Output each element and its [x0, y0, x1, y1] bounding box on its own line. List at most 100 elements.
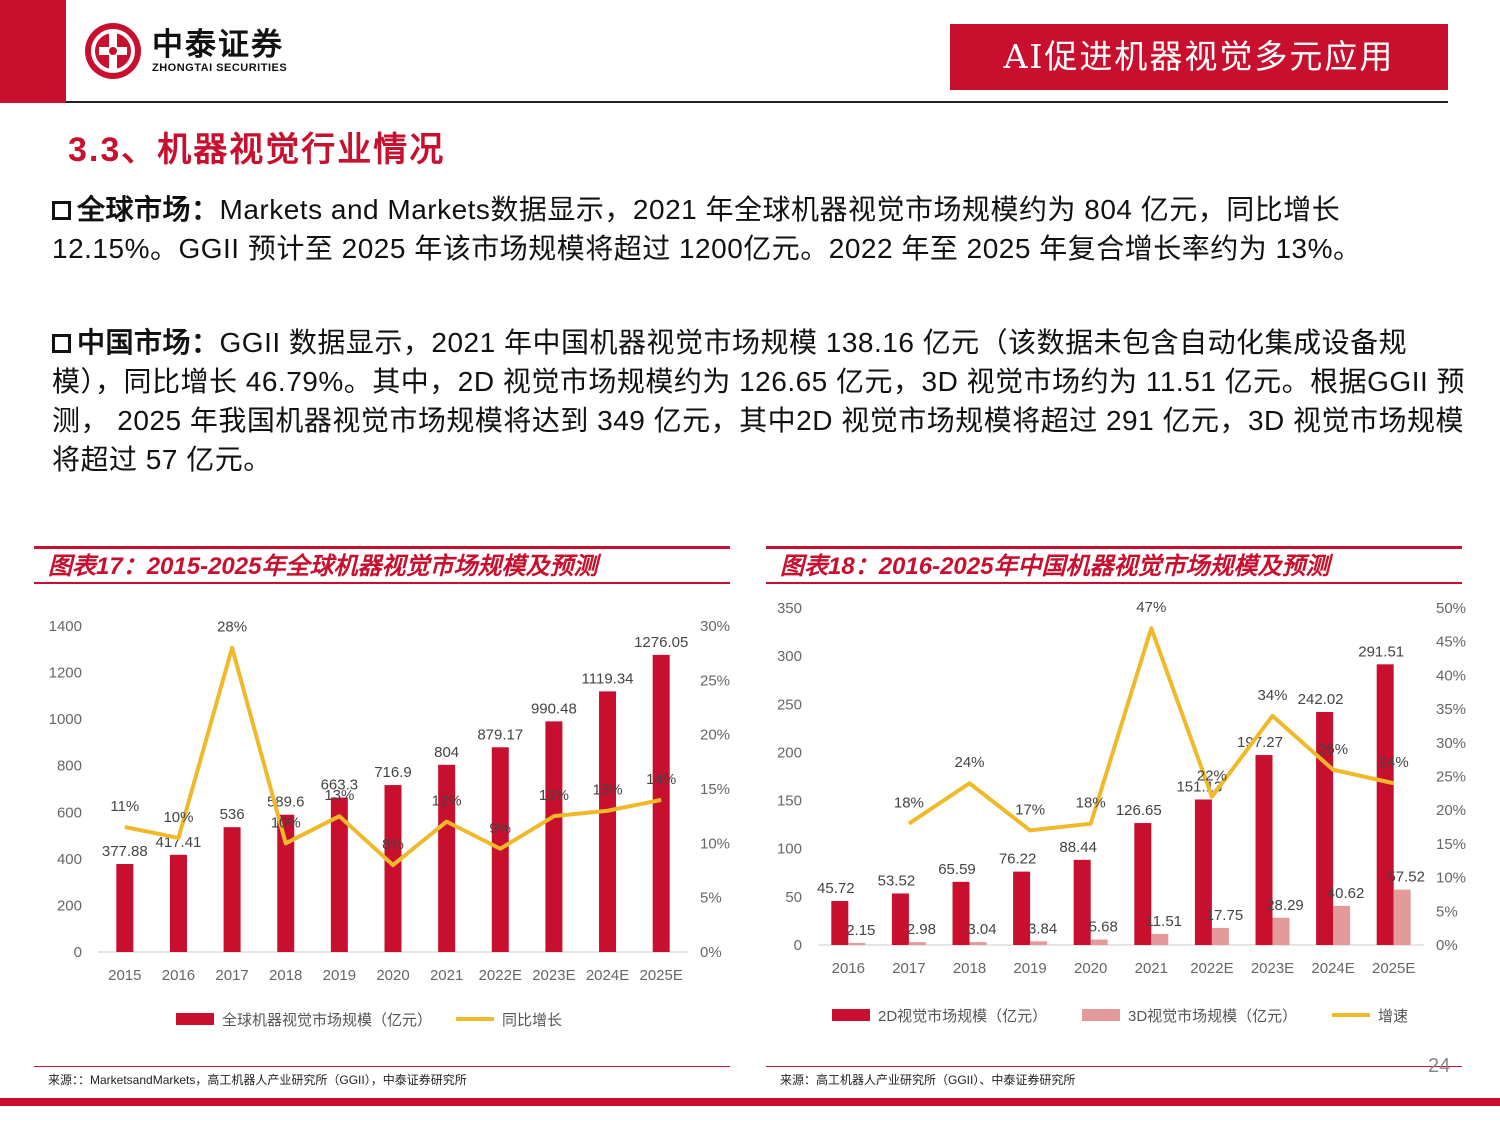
- y-right-tick-label: 45%: [1436, 634, 1466, 651]
- y-right-tick-label: 0%: [1436, 937, 1458, 954]
- bar-data-label: 663.3: [321, 777, 359, 794]
- bar: [277, 814, 295, 952]
- bar-data-label: 536: [220, 806, 245, 823]
- bar-data-label: 291.51: [1358, 643, 1404, 660]
- bar: [1393, 889, 1411, 945]
- bar-data-label: 1276.05: [634, 634, 688, 651]
- y-right-tick-label: 25%: [700, 672, 730, 689]
- source-divider: [34, 1066, 730, 1067]
- global-market-chart: 0 200 400 600 800 1000 1200 1400 0% 5% 10% 15% 20% 25…: [49, 618, 730, 1029]
- paragraph-china-market: 中国市场：GGII 数据显示，2021 年中国机器视觉市场规模 138.16 亿…: [52, 323, 1472, 479]
- x-tick-label: 2015: [108, 967, 141, 984]
- bar: [1013, 871, 1031, 945]
- y-left-tick-label: 1400: [49, 618, 82, 635]
- line-data-label: 11%: [110, 798, 139, 815]
- x-tick-label: 2017: [892, 960, 925, 977]
- zhongtai-logo-icon: [85, 23, 141, 79]
- line-data-label: 17%: [1015, 801, 1045, 818]
- bar-data-label: 417.41: [156, 834, 202, 851]
- x-tick-label: 2016: [832, 960, 865, 977]
- y-left-tick-label: 800: [57, 758, 82, 775]
- bar: [1073, 859, 1091, 945]
- y-left-tick-label: 400: [57, 851, 82, 868]
- paragraph-lead: 中国市场：: [77, 327, 220, 358]
- bar-data-label: 242.02: [1298, 691, 1344, 708]
- bar: [1333, 905, 1351, 945]
- section-title: 3.3、机器视觉行业情况: [68, 131, 446, 169]
- bar: [1151, 933, 1169, 945]
- bar: [1272, 917, 1290, 945]
- y-left-tick-label: 0: [74, 944, 82, 961]
- legend-swatch: [832, 1009, 870, 1021]
- bar: [848, 942, 866, 945]
- bar: [116, 864, 134, 952]
- bar: [969, 942, 987, 945]
- x-tick-label: 2023E: [1251, 960, 1294, 977]
- y-left-tick-label: 200: [57, 897, 82, 914]
- y-right-tick-label: 20%: [700, 727, 730, 744]
- x-tick-label: 2019: [1013, 960, 1046, 977]
- bar: [831, 900, 849, 945]
- y-right-tick-label: 10%: [1436, 870, 1466, 887]
- bar-data-label: 53.52: [878, 872, 916, 889]
- line-data-label: 26%: [1318, 741, 1348, 758]
- line-data-label: 34%: [1257, 687, 1287, 704]
- bar-data-label: 57.52: [1387, 869, 1425, 886]
- logo-chinese-name: 中泰证券: [152, 27, 284, 62]
- line-data-label: 10%: [271, 814, 301, 831]
- line-data-label: 22%: [1197, 768, 1227, 785]
- figure-17-title: 图表17：2015-2025年全球机器视觉市场规模及预测: [34, 546, 730, 584]
- y-left-tick-label: 50: [785, 889, 802, 906]
- source-divider: [766, 1066, 1462, 1067]
- bar-data-label: 197.27: [1237, 734, 1283, 751]
- y-left-tick-label: 200: [777, 744, 802, 761]
- paragraph-lead: 全球市场：: [77, 194, 220, 225]
- x-tick-label: 2023E: [532, 967, 575, 984]
- y-left-tick-label: 1200: [49, 665, 82, 682]
- line-data-label: 28%: [217, 619, 247, 636]
- bar: [438, 764, 456, 952]
- legend-label: 3D视觉市场规模（亿元）: [1128, 1008, 1297, 1025]
- y-right-tick-label: 20%: [1436, 802, 1466, 819]
- bar-data-label: 3.04: [967, 921, 996, 938]
- x-tick-label: 2024E: [586, 967, 629, 984]
- y-right-tick-label: 5%: [1436, 903, 1458, 920]
- bar: [599, 691, 617, 952]
- figure-18-source: 来源：高工机器人产业研究所（GGII）、中泰证券研究所: [780, 1073, 1076, 1087]
- checkbox-square-icon: [52, 201, 71, 220]
- x-tick-label: 2021: [1135, 960, 1168, 977]
- bar-data-label: 3.84: [1028, 920, 1057, 937]
- x-tick-label: 2016: [162, 967, 195, 984]
- bar-data-label: 11.51: [1146, 913, 1182, 930]
- x-tick-label: 2020: [1074, 960, 1107, 977]
- bar: [1255, 755, 1273, 945]
- y-left-tick-label: 600: [57, 804, 82, 821]
- bar-data-label: 804: [434, 744, 459, 761]
- bar: [1030, 941, 1048, 945]
- bar-data-label: 377.88: [102, 843, 148, 860]
- x-tick-label: 2017: [215, 967, 248, 984]
- growth-line: [907, 626, 1395, 833]
- bar: [545, 721, 563, 952]
- bar-data-label: 126.65: [1116, 802, 1162, 819]
- bar: [652, 654, 670, 952]
- bar: [384, 785, 402, 952]
- bar-data-label: 28.29: [1266, 897, 1304, 914]
- y-left-tick-label: 150: [777, 793, 802, 810]
- bar: [1194, 799, 1212, 945]
- bar-data-label: 45.72: [817, 880, 855, 897]
- bar: [952, 881, 970, 945]
- legend-label: 2D视觉市场规模（亿元）: [878, 1008, 1047, 1025]
- bar-data-label: 2.15: [846, 922, 875, 939]
- line-data-label: 13%: [593, 782, 623, 799]
- bar: [330, 797, 348, 952]
- header-title: AI促进机器视觉多元应用: [950, 24, 1448, 90]
- page-number: 24: [1428, 1055, 1451, 1077]
- bar: [1090, 939, 1108, 945]
- logo-english-name: ZHONGTAI SECURITIES: [152, 62, 288, 74]
- x-tick-label: 2025E: [639, 967, 682, 984]
- x-tick-label: 2021: [430, 967, 463, 984]
- line-data-label: 13%: [539, 787, 569, 804]
- bar: [908, 942, 926, 945]
- line-data-label: 10%: [163, 809, 193, 826]
